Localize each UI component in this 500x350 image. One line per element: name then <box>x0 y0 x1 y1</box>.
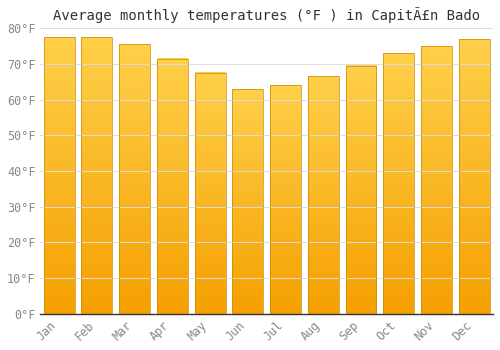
Bar <box>194 73 226 314</box>
Bar <box>458 39 490 314</box>
Bar <box>82 37 112 314</box>
Bar <box>308 76 338 314</box>
Title: Average monthly temperatures (°F ) in CapitÃ£n Bado: Average monthly temperatures (°F ) in Ca… <box>53 7 480 23</box>
Bar <box>384 53 414 314</box>
Bar <box>270 85 301 314</box>
Bar <box>232 89 264 314</box>
Bar <box>44 37 74 314</box>
Bar <box>421 46 452 314</box>
Bar <box>119 44 150 314</box>
Bar <box>157 58 188 314</box>
Bar <box>346 66 376 314</box>
